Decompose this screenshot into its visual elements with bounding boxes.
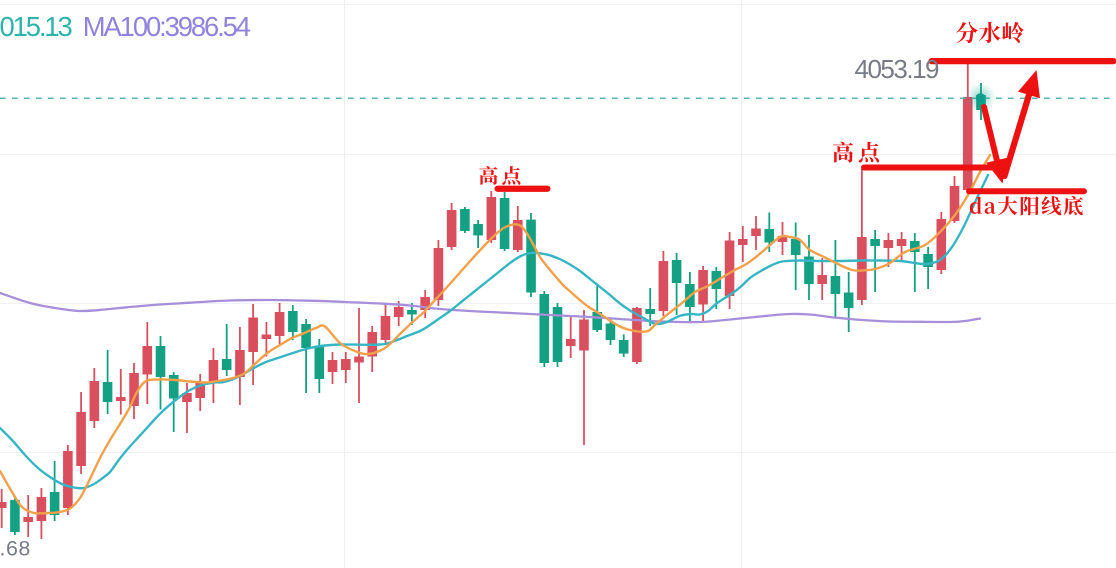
svg-text:015.13: 015.13	[0, 11, 73, 42]
svg-text:4053.19: 4053.19	[855, 54, 940, 84]
svg-text:.68: .68	[0, 537, 31, 561]
svg-text:MA100:3986.54: MA100:3986.54	[83, 11, 251, 42]
